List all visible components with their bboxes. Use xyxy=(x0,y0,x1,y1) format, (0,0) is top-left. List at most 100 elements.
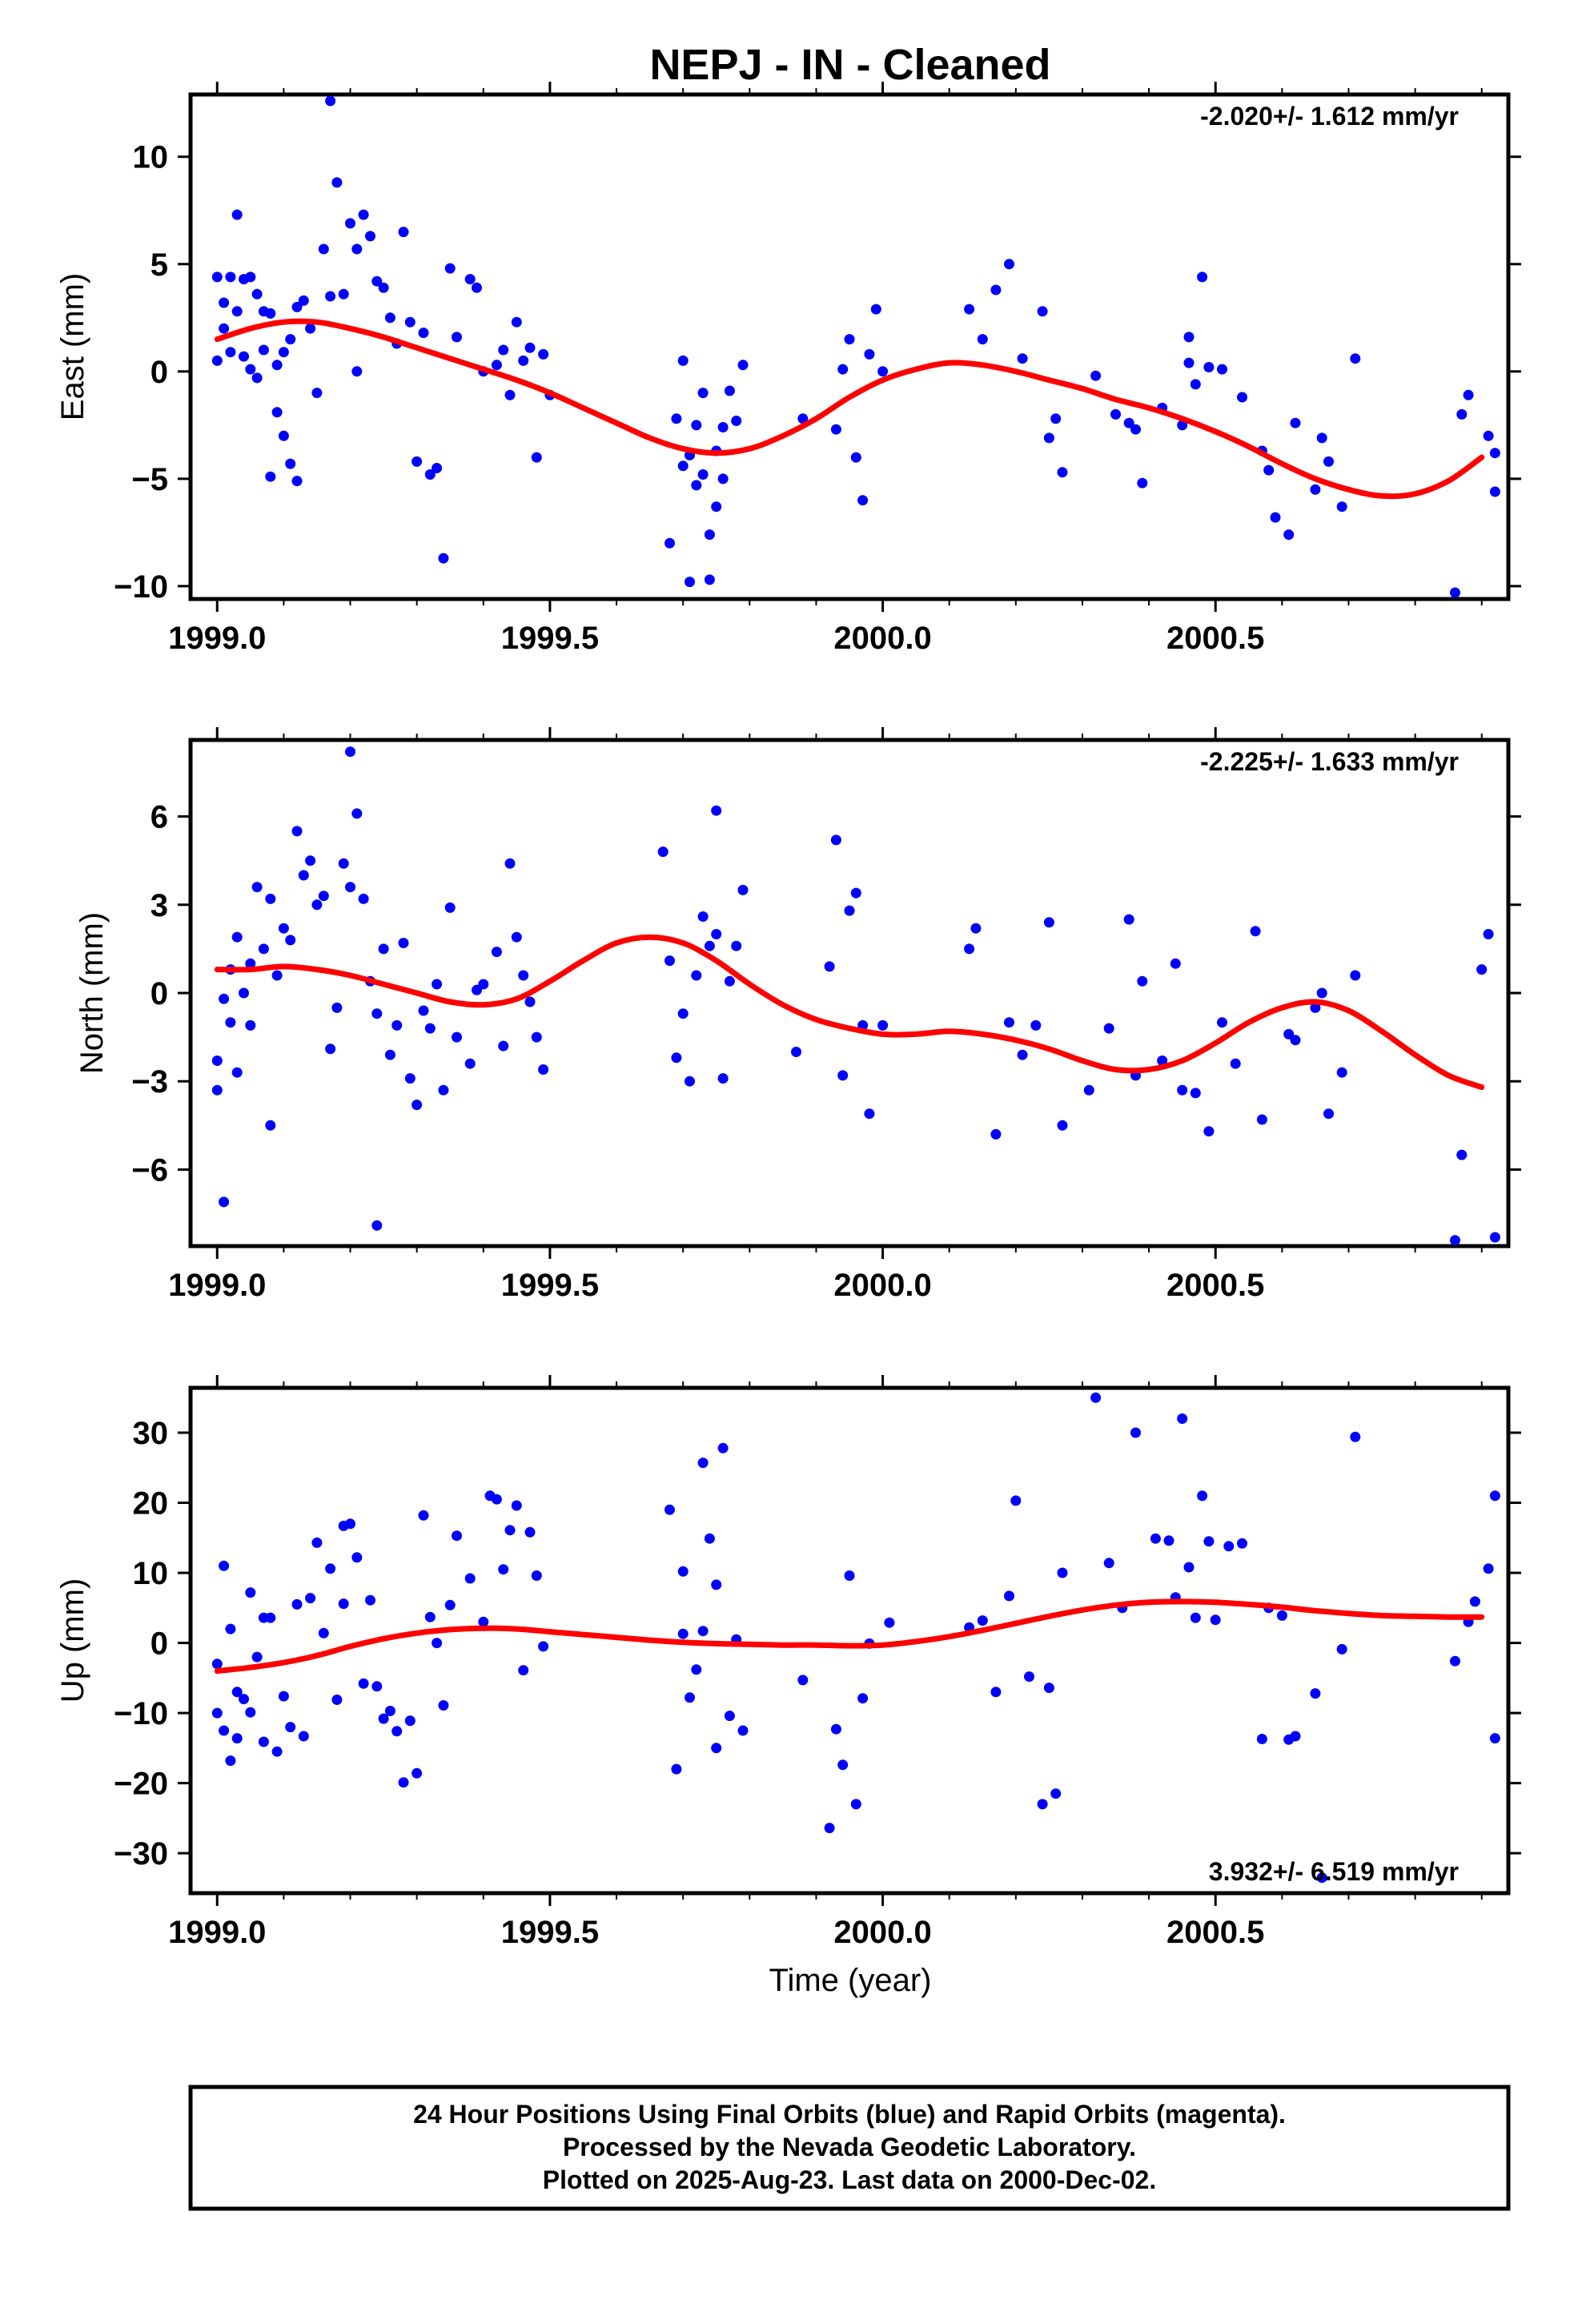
north-data-point xyxy=(478,979,489,990)
east-data-point xyxy=(464,274,476,285)
north-panel: 1999.0 1999.5 2000.0 2000.5 −6 −3 0 3 6 North (mm… xyxy=(74,727,1521,1303)
east-data-point xyxy=(351,243,363,255)
up-data-point xyxy=(1276,1610,1287,1621)
north-data-point xyxy=(864,1108,875,1120)
up-data-point xyxy=(1290,1731,1301,1742)
up-data-point xyxy=(511,1500,522,1511)
north-plot-frame xyxy=(188,738,1511,1248)
up-data-point xyxy=(1489,1490,1500,1502)
north-x-tick-label: 2000.5 xyxy=(1166,1268,1264,1303)
north-data-point xyxy=(704,940,715,951)
north-data-point xyxy=(711,929,722,939)
east-data-point xyxy=(345,218,355,229)
north-data-point xyxy=(1350,970,1361,981)
up-data-point xyxy=(251,1651,263,1663)
up-panel: 1999.0 1999.5 2000.0 2000.5 −30 −20 −10 0 10 20 30… xyxy=(55,1375,1521,1950)
east-data-point xyxy=(245,364,256,375)
up-data-point xyxy=(1350,1431,1361,1442)
up-data-point xyxy=(1310,1688,1321,1699)
up-data-point xyxy=(704,1533,715,1544)
north-data-point xyxy=(438,1084,449,1096)
east-data-point xyxy=(231,306,243,317)
up-data-point xyxy=(225,1623,236,1634)
east-plot-frame xyxy=(188,92,1511,601)
north-data-point xyxy=(964,943,975,955)
up-data-point xyxy=(291,1598,303,1610)
up-data-point xyxy=(1483,1563,1494,1574)
up-data-point xyxy=(1316,1872,1327,1884)
north-data-point xyxy=(291,826,303,837)
up-data-point xyxy=(211,1707,223,1719)
up-data-point xyxy=(438,1700,449,1711)
east-data-point xyxy=(1489,486,1500,497)
up-data-point xyxy=(239,1694,249,1705)
up-data-point xyxy=(498,1564,509,1575)
north-data-point xyxy=(824,961,835,972)
up-data-point xyxy=(378,1713,389,1724)
east-data-point xyxy=(265,471,276,482)
north-data-point xyxy=(371,1008,383,1019)
north-data-point xyxy=(1450,1235,1460,1246)
east-data-point xyxy=(444,263,456,274)
east-data-point xyxy=(1137,477,1148,489)
up-data-point xyxy=(271,1746,283,1757)
up-data-point xyxy=(231,1733,243,1744)
up-data-point xyxy=(1163,1535,1174,1546)
north-data-point xyxy=(1123,914,1134,925)
up-data-point xyxy=(711,1743,722,1754)
north-data-point xyxy=(211,1084,223,1096)
east-data-point xyxy=(677,355,689,366)
north-data-point xyxy=(225,1017,236,1028)
north-data-point xyxy=(412,1100,423,1111)
up-data-point xyxy=(345,1518,355,1530)
north-data-point xyxy=(970,923,982,934)
east-data-point xyxy=(671,413,682,424)
north-data-point xyxy=(844,905,855,916)
east-data-point xyxy=(518,355,529,366)
north-data-point xyxy=(338,858,349,869)
north-data-point xyxy=(518,970,529,981)
north-data-point xyxy=(398,938,409,948)
east-data-point xyxy=(1203,362,1215,372)
north-data-point xyxy=(1043,917,1054,928)
up-data-point xyxy=(677,1566,689,1577)
up-data-point xyxy=(977,1615,988,1626)
up-data-point xyxy=(245,1707,256,1718)
up-data-point xyxy=(665,1504,675,1515)
up-data-point xyxy=(424,1611,436,1622)
east-y-tick-label: 0 xyxy=(151,355,168,390)
north-data-point xyxy=(685,1076,695,1087)
east-data-point xyxy=(1050,413,1062,424)
east-data-point xyxy=(472,282,482,293)
up-y-tick-label: 20 xyxy=(133,1486,169,1522)
north-data-point xyxy=(219,1196,230,1208)
up-data-point xyxy=(837,1759,849,1771)
up-data-point xyxy=(265,1612,276,1623)
footer-line-2: Processed by the Nevada Geodetic Laborat… xyxy=(563,2133,1136,2161)
east-data-point xyxy=(271,360,283,371)
east-data-point xyxy=(305,323,316,334)
up-data-point xyxy=(797,1675,809,1686)
north-data-point xyxy=(1190,1088,1201,1099)
north-data-point xyxy=(677,1008,689,1019)
north-data-point xyxy=(251,882,263,893)
east-data-point xyxy=(837,364,849,375)
up-data-point xyxy=(1043,1683,1054,1694)
east-data-point xyxy=(231,209,243,220)
up-data-point xyxy=(365,1594,375,1606)
east-data-point xyxy=(1316,432,1327,444)
east-data-point xyxy=(1017,353,1028,364)
up-data-point xyxy=(1256,1734,1267,1744)
up-data-point xyxy=(857,1693,869,1704)
east-data-point xyxy=(857,495,869,506)
east-data-point xyxy=(418,328,429,339)
east-y-tick-label: 10 xyxy=(133,140,169,175)
east-data-point xyxy=(1350,353,1361,364)
up-data-point xyxy=(531,1570,542,1581)
east-data-point xyxy=(398,227,409,238)
east-data-point xyxy=(1090,370,1102,381)
east-data-point xyxy=(338,288,349,300)
east-data-point xyxy=(538,348,549,360)
north-y-tick-label: 6 xyxy=(151,800,168,835)
up-data-point xyxy=(1210,1614,1221,1626)
